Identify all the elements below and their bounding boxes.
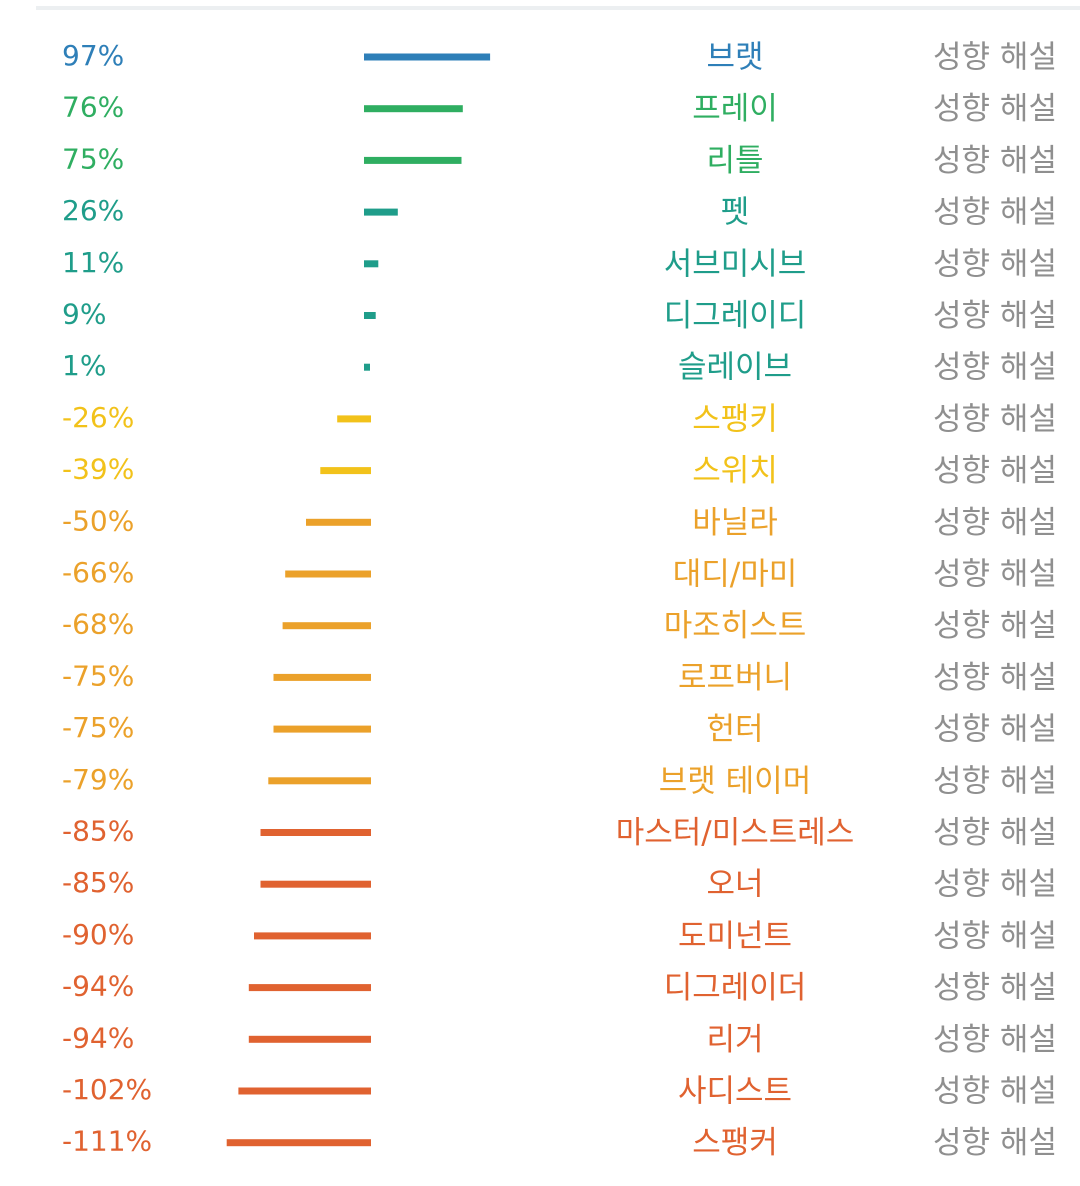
value-label: -75% bbox=[62, 711, 134, 744]
bar bbox=[248, 1035, 371, 1043]
bar bbox=[273, 725, 371, 733]
bar bbox=[273, 673, 371, 681]
explanation-link[interactable]: 성향 해설 bbox=[933, 143, 1057, 179]
value-label: 76% bbox=[62, 91, 124, 124]
category-label: 브랫 테이머 bbox=[659, 763, 811, 799]
category-label: 사디스트 bbox=[678, 1074, 792, 1110]
bar bbox=[306, 518, 371, 526]
bar bbox=[364, 208, 398, 216]
value-label: 75% bbox=[62, 142, 124, 175]
bar bbox=[364, 53, 491, 61]
explanation-link[interactable]: 성향 해설 bbox=[933, 712, 1057, 748]
explanation-link[interactable]: 성향 해설 bbox=[933, 298, 1057, 334]
bar bbox=[268, 777, 371, 785]
explanation-link[interactable]: 성향 해설 bbox=[933, 91, 1057, 127]
category-label: 스팽키 bbox=[692, 401, 778, 437]
value-label: -66% bbox=[62, 556, 134, 589]
value-label: -85% bbox=[62, 866, 134, 899]
value-label: -94% bbox=[62, 1021, 134, 1054]
bar bbox=[260, 880, 371, 888]
category-label: 바닐라 bbox=[692, 505, 778, 541]
bar bbox=[226, 1139, 371, 1147]
category-label: 마조히스트 bbox=[664, 608, 807, 644]
bar bbox=[364, 156, 462, 164]
bar bbox=[364, 312, 376, 319]
explanation-link[interactable]: 성향 해설 bbox=[933, 815, 1057, 851]
bar bbox=[248, 984, 371, 992]
value-label: -68% bbox=[62, 608, 134, 641]
value-label: -85% bbox=[62, 815, 134, 848]
category-label: 도미넌트 bbox=[678, 918, 792, 954]
value-label: 26% bbox=[62, 194, 124, 227]
value-label: 9% bbox=[62, 298, 106, 331]
bar bbox=[260, 829, 371, 836]
explanation-link[interactable]: 성향 해설 bbox=[933, 40, 1057, 76]
value-label: 11% bbox=[62, 246, 124, 279]
explanation-link[interactable]: 성향 해설 bbox=[933, 867, 1057, 903]
explanation-link[interactable]: 성향 해설 bbox=[933, 246, 1057, 282]
category-label: 리거 bbox=[706, 1022, 763, 1058]
category-label: 프레이 bbox=[692, 91, 778, 127]
explanation-link[interactable]: 성향 해설 bbox=[933, 608, 1057, 644]
explanation-link[interactable]: 성향 해설 bbox=[933, 557, 1057, 593]
bar bbox=[364, 363, 370, 371]
category-label: 서브미시브 bbox=[664, 246, 807, 282]
top-divider bbox=[36, 6, 1080, 10]
value-label: -75% bbox=[62, 659, 134, 692]
category-label: 스팽커 bbox=[692, 1125, 778, 1161]
category-label: 오너 bbox=[706, 867, 763, 903]
category-label: 헌터 bbox=[706, 712, 763, 748]
bar bbox=[254, 932, 371, 940]
bar bbox=[282, 622, 371, 630]
category-label: 로프버니 bbox=[678, 660, 792, 696]
explanation-link[interactable]: 성향 해설 bbox=[933, 1125, 1057, 1161]
category-label: 리틀 bbox=[706, 143, 763, 179]
explanation-link[interactable]: 성향 해설 bbox=[933, 401, 1057, 437]
explanation-link[interactable]: 성향 해설 bbox=[933, 505, 1057, 541]
category-label: 디그레이더 bbox=[664, 970, 807, 1006]
value-label: -90% bbox=[62, 918, 134, 951]
bar bbox=[337, 415, 371, 423]
explanation-link[interactable]: 성향 해설 bbox=[933, 660, 1057, 696]
explanation-link[interactable]: 성향 해설 bbox=[933, 350, 1057, 386]
category-label: 마스터/미스트레스 bbox=[616, 815, 855, 851]
explanation-link[interactable]: 성향 해설 bbox=[933, 195, 1057, 231]
value-label: 1% bbox=[62, 349, 106, 382]
value-label: -39% bbox=[62, 453, 134, 486]
bar bbox=[364, 105, 463, 113]
value-label: -26% bbox=[62, 401, 134, 434]
explanation-link[interactable]: 성향 해설 bbox=[933, 970, 1057, 1006]
category-label: 펫 bbox=[721, 195, 750, 231]
value-label: -102% bbox=[62, 1073, 152, 1106]
value-label: -94% bbox=[62, 970, 134, 1003]
explanation-link[interactable]: 성향 해설 bbox=[933, 918, 1057, 954]
category-label: 대디/마미 bbox=[673, 557, 798, 593]
explanation-link[interactable]: 성향 해설 bbox=[933, 1022, 1057, 1058]
category-label: 디그레이디 bbox=[664, 298, 807, 334]
category-label: 브랫 bbox=[706, 40, 763, 76]
bar bbox=[364, 260, 379, 268]
explanation-link[interactable]: 성향 해설 bbox=[933, 453, 1057, 489]
bar bbox=[320, 467, 371, 475]
explanation-link[interactable]: 성향 해설 bbox=[933, 763, 1057, 799]
value-label: -111% bbox=[62, 1125, 152, 1158]
bar bbox=[285, 570, 371, 578]
bar bbox=[238, 1087, 371, 1095]
value-label: -50% bbox=[62, 504, 134, 537]
explanation-link[interactable]: 성향 해설 bbox=[933, 1074, 1057, 1110]
value-label: 97% bbox=[62, 39, 124, 72]
value-label: -79% bbox=[62, 763, 134, 796]
category-label: 슬레이브 bbox=[678, 350, 792, 386]
category-label: 스위치 bbox=[692, 453, 778, 489]
